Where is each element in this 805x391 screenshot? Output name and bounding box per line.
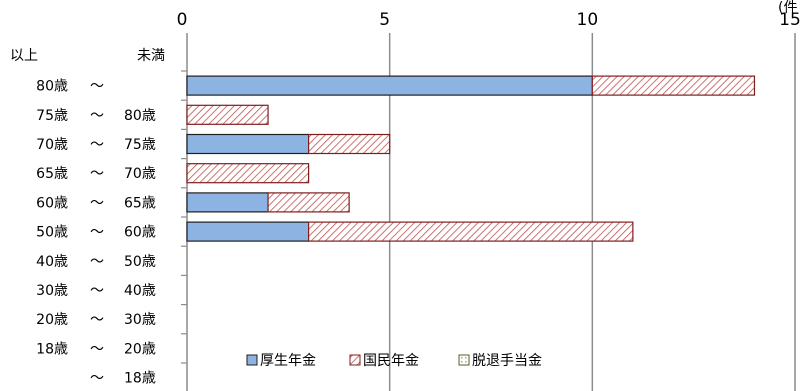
bar-kokumin (308, 133, 391, 155)
category-upper-label: 40歳 (124, 283, 156, 299)
category-lower-label: 30歳 (36, 283, 68, 299)
x-tick-labels: 0 5 10 15 (177, 10, 801, 30)
category-lower-label: 60歳 (36, 195, 68, 211)
category-lower-label: 80歳 (36, 79, 68, 95)
bar-kousei (186, 133, 310, 155)
category-lower-label: 18歳 (36, 341, 68, 357)
bar-kokumin (591, 75, 756, 96)
legend-label: 脱退手当金 (472, 353, 542, 369)
category-upper-label: 50歳 (124, 254, 156, 270)
bar-kokumin (267, 192, 350, 213)
category-separator: 〜 (90, 79, 104, 95)
category-upper-label: 75歳 (124, 137, 156, 153)
header-upper-label: 未満 (137, 48, 165, 64)
unit-label: (件 (778, 0, 797, 16)
category-separator: 〜 (90, 166, 104, 182)
legend-swatch (246, 354, 258, 366)
category-upper-label: 65歳 (124, 195, 156, 211)
bar-kousei (186, 75, 593, 96)
x-tick-label: 0 (177, 10, 188, 30)
bar-kokumin (186, 163, 310, 184)
category-separator: 〜 (90, 108, 104, 124)
legend-label: 厚生年金 (260, 353, 316, 369)
category-lower-label: 70歳 (36, 137, 68, 153)
category-separator: 〜 (90, 137, 104, 153)
category-separator: 〜 (90, 341, 104, 357)
header-lower-label: 以上 (10, 48, 38, 64)
category-upper-label: 60歳 (124, 225, 156, 241)
bar-kokumin (308, 221, 634, 242)
category-upper-label: 20歳 (124, 341, 156, 357)
category-lower-label: 40歳 (36, 254, 68, 270)
bar-kousei (186, 192, 269, 213)
category-upper-label: 80歳 (124, 108, 156, 124)
legend-swatch (349, 354, 361, 366)
category-separator: 〜 (90, 312, 104, 328)
category-lower-label: 65歳 (36, 166, 68, 182)
bar-kousei (186, 221, 310, 242)
category-upper-label: 18歳 (124, 371, 156, 387)
y-axis (181, 33, 188, 391)
category-lower-label: 75歳 (36, 108, 68, 124)
x-tick-label: 10 (577, 10, 599, 30)
legend-swatch (458, 354, 470, 366)
bars (186, 75, 756, 242)
x-tick-label: 15 (779, 10, 801, 30)
category-upper-label: 30歳 (124, 312, 156, 328)
category-separator: 〜 (90, 283, 104, 299)
legend-label: 国民年金 (363, 353, 419, 369)
category-upper-label: 70歳 (124, 166, 156, 182)
bar-kokumin (186, 104, 269, 125)
category-separator: 〜 (90, 225, 104, 241)
category-separator: 〜 (90, 371, 104, 387)
category-lower-label: 20歳 (36, 312, 68, 328)
category-separator: 〜 (90, 254, 104, 270)
x-tick-label: 5 (379, 10, 390, 30)
category-lower-label: 50歳 (36, 225, 68, 241)
category-separator: 〜 (90, 195, 104, 211)
legend: 厚生年金 国民年金 脱退手当金 (246, 353, 542, 369)
